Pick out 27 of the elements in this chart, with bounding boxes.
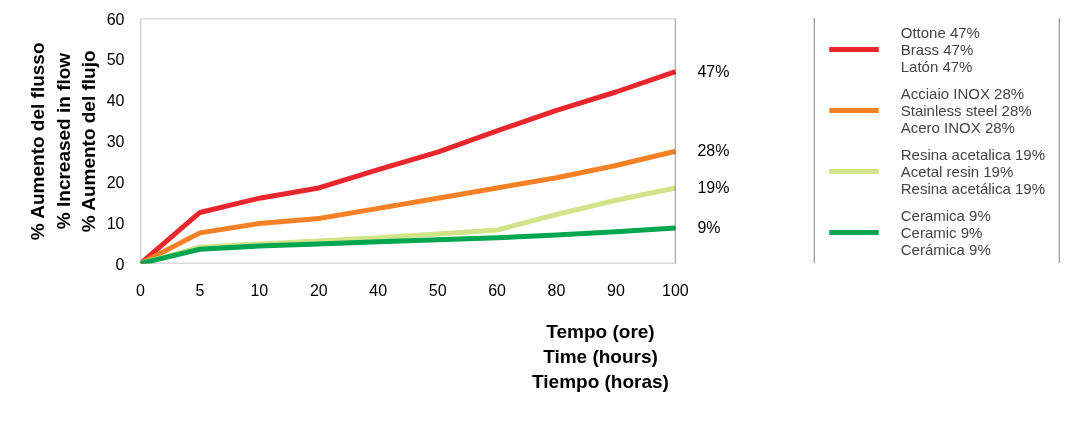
y-tick-label: 0 [115,255,125,273]
legend-label: Resina acetalica 19% Acetal resin 19% Resina acetálica 19% [900,145,1045,197]
x-tick-label: 80 [547,281,566,299]
annotation: 9% [697,218,721,236]
y-tick-label: 40 [106,92,125,110]
x-tick-label: 5 [195,281,205,299]
y-tick-label: 60 [106,10,125,28]
y-axis-title: % Aumento del flusso % Increased in flow % Aumento del flujo [27,42,99,241]
x-tick-label: 40 [369,281,388,299]
legend-label: Ceramica 9% Ceramic 9% Cerámica 9% [900,206,991,258]
x-axis-title: Tempo (ore) Time (hours) Tiempo (horas) [532,320,669,392]
y-tick-label: 20 [106,173,125,191]
y-tick-label: 10 [106,214,125,232]
x-tick-label: 60 [488,281,507,299]
y-tick-label: 50 [106,51,125,69]
x-tick-label: 90 [607,281,625,299]
y-tick-label: 30 [106,133,125,150]
legend-label: Ottone 47% Brass 47% Latón 47% [900,23,980,75]
annotation: 28% [697,142,730,160]
annotation: 19% [697,178,730,196]
x-tick-label: 100 [662,281,689,299]
annotation: 47% [697,62,730,80]
x-tick-label: 20 [309,281,328,299]
x-tick-label: 10 [250,281,269,299]
x-tick-label: 50 [428,281,447,299]
x-tick-label: 0 [136,281,146,299]
legend-label: Acciaio INOX 28% Stainless steel 28% Acero INOX 28% [900,84,1032,136]
